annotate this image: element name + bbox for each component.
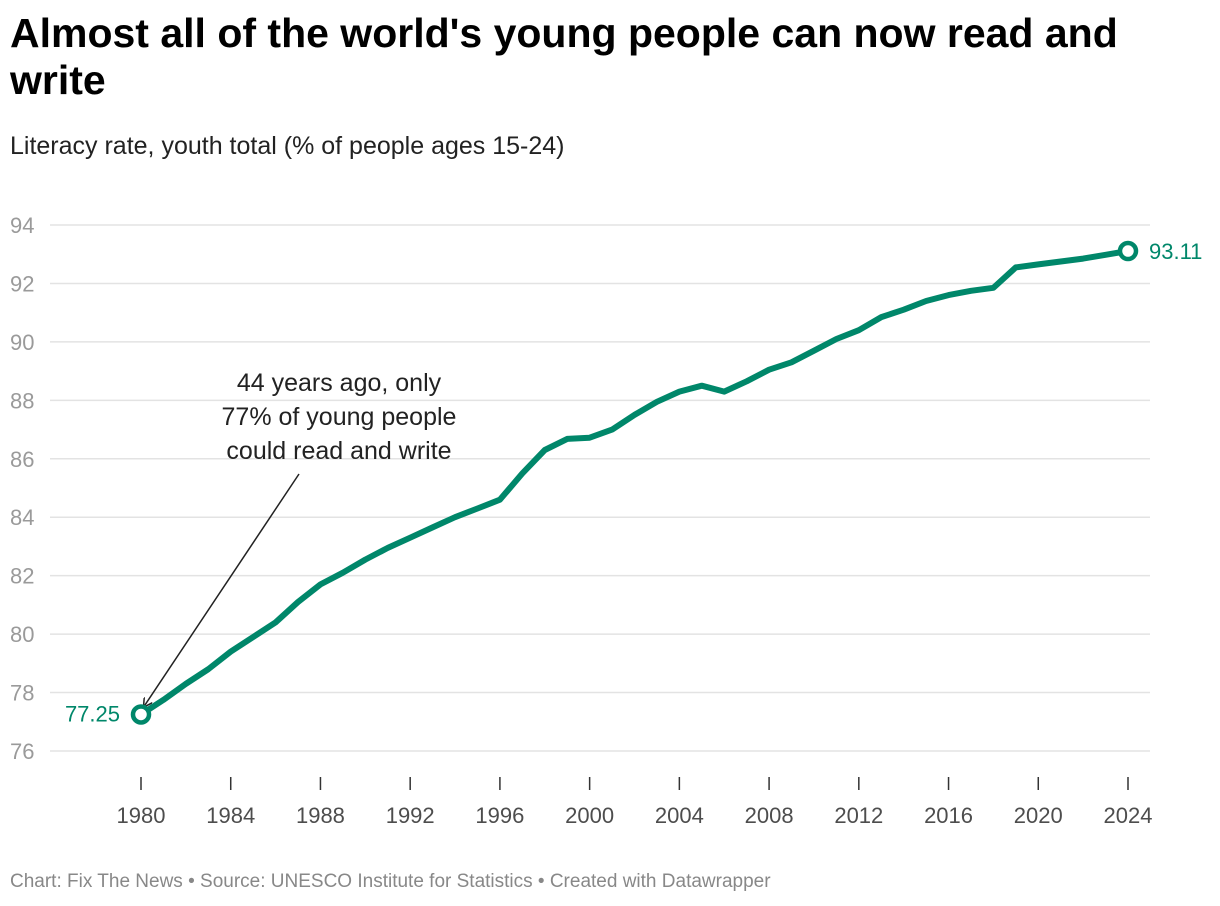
y-axis-ticks: 76 78 80 82 84 86 88 90 92 94 — [10, 213, 34, 764]
chart-subtitle: Literacy rate, youth total (% of people … — [10, 132, 565, 160]
series-layer — [138, 248, 1131, 718]
y-tick-label-76: 76 — [10, 739, 34, 764]
y-tick-label-86: 86 — [10, 447, 34, 472]
y-tick-label-90: 90 — [10, 330, 34, 355]
chart-title: Almost all of the world's young people c… — [10, 10, 1118, 103]
endpoint-markers: 77.25 93.11 — [65, 239, 1202, 726]
value-label-1980: 77.25 — [65, 701, 120, 726]
data-point-1980 — [130, 704, 152, 725]
annotation-line-2: 77% of young people — [222, 403, 457, 431]
y-tick-label-82: 82 — [10, 564, 34, 589]
annotation-line-3: could read and write — [226, 437, 451, 465]
chart-footer: Chart: Fix The News • Source: UNESCO Ins… — [10, 871, 771, 892]
y-tick-label-88: 88 — [10, 388, 34, 413]
x-tick-label-1984: 1984 — [206, 803, 255, 828]
y-tick-label-84: 84 — [10, 505, 34, 530]
x-tick-label-2008: 2008 — [745, 803, 794, 828]
x-tick-label-1992: 1992 — [386, 803, 435, 828]
y-tick-label-78: 78 — [10, 681, 34, 706]
x-tick-label-2004: 2004 — [655, 803, 704, 828]
x-tick-label-2024: 2024 — [1104, 803, 1153, 828]
y-tick-label-92: 92 — [10, 271, 34, 296]
gridlines — [50, 224, 1150, 752]
series-line-0 — [138, 248, 1131, 718]
x-axis-ticks: 1980 1984 1988 1992 1996 2000 2004 2008 2012 2016… — [117, 777, 1153, 828]
x-tick-label-2000: 2000 — [565, 803, 614, 828]
x-tick-label-2012: 2012 — [834, 803, 883, 828]
y-tick-label-80: 80 — [10, 622, 34, 647]
x-tick-label-2020: 2020 — [1014, 803, 1063, 828]
annotation: 44 years ago, only 77% of young people cou… — [144, 369, 456, 706]
annotation-line-1: 44 years ago, only — [237, 369, 442, 397]
x-tick-label-1996: 1996 — [475, 803, 524, 828]
x-tick-label-1980: 1980 — [117, 803, 166, 828]
data-point-2024 — [1117, 240, 1139, 262]
value-label-2024: 93.11 — [1149, 239, 1202, 264]
annotation-arrow — [144, 473, 300, 706]
x-tick-label-1988: 1988 — [296, 803, 345, 828]
x-tick-label-2016: 2016 — [924, 803, 973, 828]
y-tick-label-94: 94 — [10, 213, 34, 238]
